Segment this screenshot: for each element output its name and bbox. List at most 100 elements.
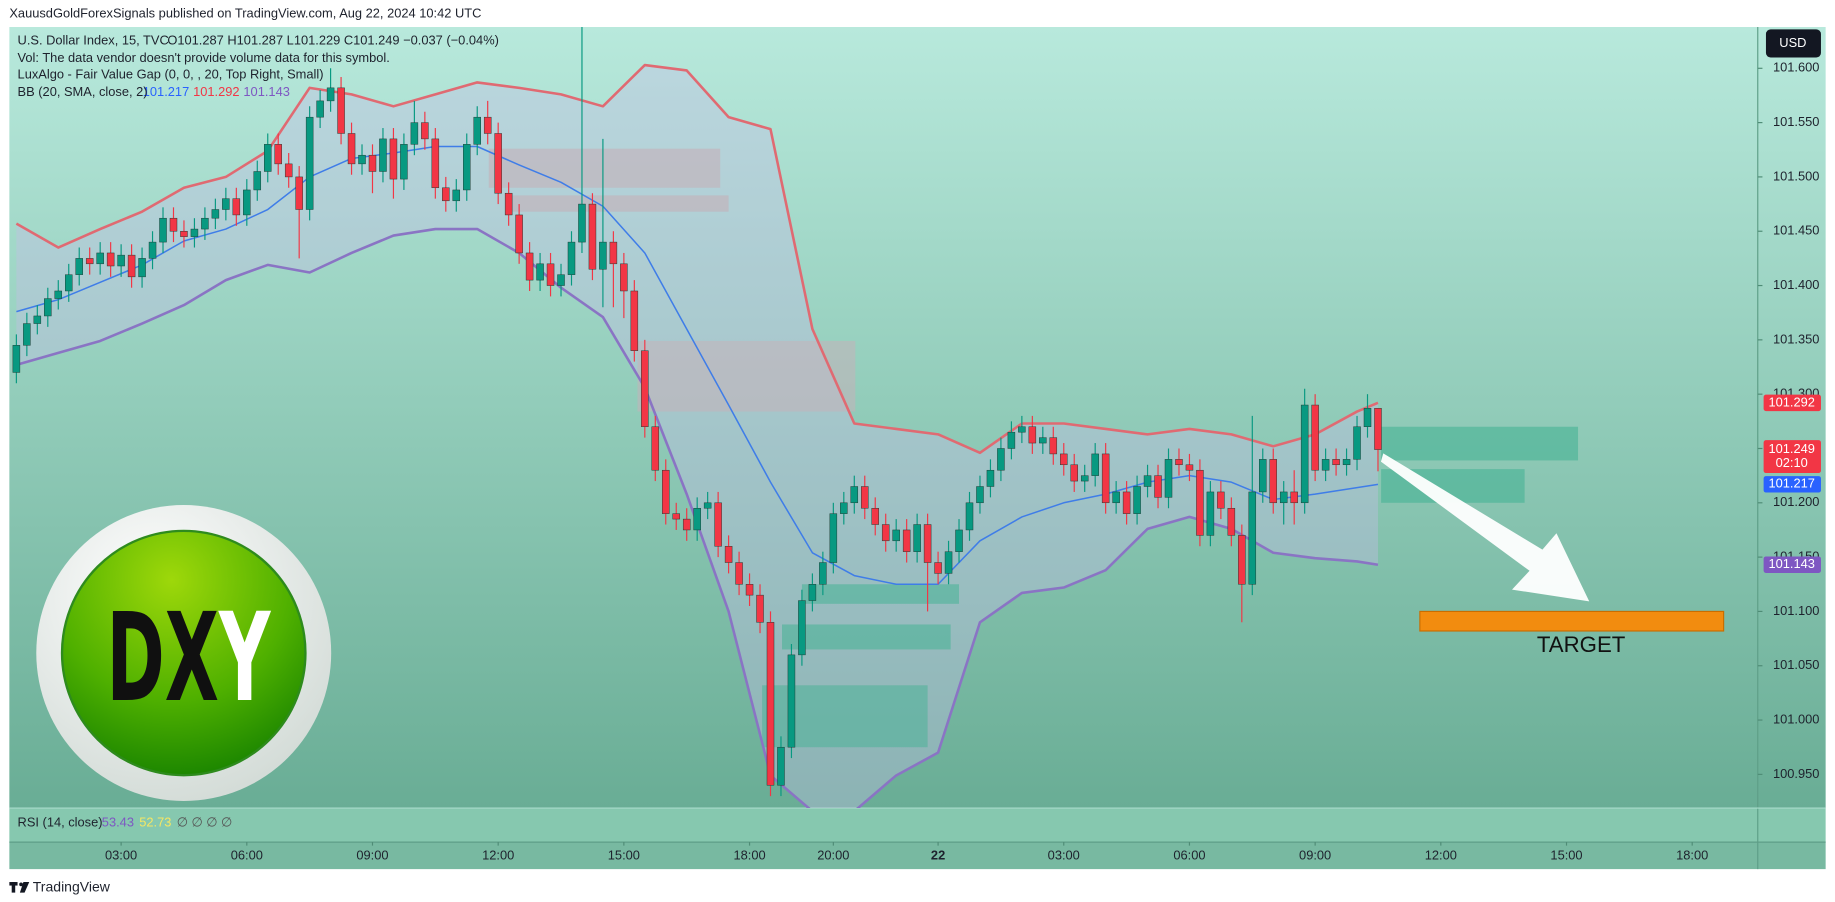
logo-slash bbox=[19, 882, 30, 893]
candle-body bbox=[819, 562, 827, 585]
candle-body bbox=[1321, 459, 1330, 471]
candle-body bbox=[1259, 459, 1267, 493]
x-tick-label: 09:00 bbox=[356, 848, 388, 863]
candle-body bbox=[473, 116, 481, 145]
candle-body bbox=[955, 529, 963, 552]
logo-text-dark: DX bbox=[106, 587, 218, 729]
candle-body bbox=[923, 524, 932, 563]
over-layer: 101.600 101.550 101.500 101.450 101.400 101.3… bbox=[102, 60, 1821, 863]
candle-body bbox=[295, 176, 303, 210]
candle-body bbox=[347, 133, 356, 165]
candle-body bbox=[609, 241, 618, 265]
y-tick-label: 101.450 bbox=[1773, 223, 1819, 238]
candle-body bbox=[190, 228, 199, 237]
candle-body bbox=[138, 258, 146, 278]
x-tick-label: 12:00 bbox=[1425, 848, 1457, 863]
candle-body bbox=[463, 144, 471, 191]
candle-body bbox=[222, 198, 230, 210]
price-badge bbox=[1763, 394, 1821, 412]
candle-body bbox=[337, 87, 345, 134]
candle-body bbox=[1101, 453, 1110, 504]
candle-body bbox=[902, 529, 911, 552]
candle-body bbox=[1039, 437, 1047, 444]
candle-body bbox=[745, 584, 754, 596]
candle-body bbox=[201, 217, 209, 230]
fvg-box bbox=[637, 340, 856, 412]
candle-body bbox=[1028, 426, 1037, 444]
candle-body bbox=[892, 529, 900, 542]
candle-body bbox=[944, 551, 953, 574]
candle-body bbox=[588, 203, 597, 270]
candle-body bbox=[368, 154, 377, 172]
y-tick-label: 101.550 bbox=[1773, 114, 1819, 129]
candle-body bbox=[284, 163, 293, 178]
candle-body bbox=[44, 298, 52, 317]
y-tick-label: 101.600 bbox=[1773, 60, 1819, 75]
y-tick-label: 101.000 bbox=[1773, 711, 1819, 726]
x-tick-label: 09:00 bbox=[1299, 848, 1331, 863]
candle-body bbox=[75, 258, 83, 275]
y-tick-label: 101.400 bbox=[1773, 277, 1819, 292]
x-tick-label: 15:00 bbox=[608, 848, 640, 863]
candle-body bbox=[829, 513, 838, 563]
candle-body bbox=[599, 241, 607, 270]
currency-button[interactable] bbox=[1765, 29, 1821, 58]
candle-body bbox=[431, 138, 440, 189]
tradingview-logo bbox=[9, 882, 30, 893]
candle-body bbox=[976, 486, 984, 504]
candle-body bbox=[1070, 464, 1078, 482]
y-tick-label: 100.950 bbox=[1773, 766, 1819, 781]
candle-body bbox=[1185, 464, 1194, 471]
candle-body bbox=[1154, 475, 1162, 498]
candle-body bbox=[1290, 491, 1298, 504]
candle-body bbox=[326, 87, 335, 102]
legend-symbol: U.S. Dollar Index, 15, TVC bbox=[18, 32, 169, 47]
candle-body bbox=[682, 518, 691, 531]
x-tick-label: 03:00 bbox=[1048, 848, 1080, 863]
candle-body bbox=[504, 192, 513, 216]
price-badge bbox=[1763, 440, 1821, 474]
candle-body bbox=[1227, 507, 1236, 536]
candle-body bbox=[871, 507, 879, 525]
target-box bbox=[1419, 610, 1725, 632]
band-line bbox=[15, 63, 1379, 455]
x-tick-label: 18:00 bbox=[1676, 848, 1708, 863]
legend-volume: Vol: The data vendor doesn't provide vol… bbox=[18, 50, 390, 65]
fvg-box bbox=[488, 148, 721, 188]
candle-body bbox=[965, 502, 974, 531]
price-badge-label: 101.217 bbox=[1768, 476, 1814, 491]
y-tick-label: 101.350 bbox=[1773, 331, 1819, 346]
candle-body bbox=[1374, 408, 1382, 450]
band-fill bbox=[16, 65, 1378, 809]
candle-body bbox=[641, 350, 649, 427]
fvg-box bbox=[1381, 426, 1579, 461]
x-tick-label: 06:00 bbox=[231, 848, 263, 863]
x-tick-label: 03:00 bbox=[105, 848, 137, 863]
candle-body bbox=[1269, 459, 1277, 504]
candle-body bbox=[881, 524, 890, 542]
candle-body bbox=[808, 584, 817, 601]
candle-body bbox=[33, 315, 42, 324]
candle-body bbox=[389, 138, 398, 180]
candle-body bbox=[180, 230, 188, 237]
candle-body bbox=[410, 122, 419, 145]
logo-stem bbox=[11, 882, 16, 893]
candle-body bbox=[23, 323, 31, 346]
rsi-pane bbox=[9, 808, 1826, 843]
x-tick-label: 06:00 bbox=[1173, 848, 1205, 863]
legend-ohlc: O101.287 H101.287 L101.229 C101.249 −0.0… bbox=[167, 32, 499, 47]
candle-body bbox=[630, 290, 639, 351]
candle-body bbox=[1248, 491, 1257, 585]
candle-body bbox=[1238, 535, 1246, 585]
candle-body bbox=[693, 507, 701, 531]
x-tick-label: 20:00 bbox=[817, 848, 849, 863]
candle-body bbox=[1206, 491, 1215, 536]
candle-body bbox=[1279, 491, 1288, 504]
fvg-box bbox=[509, 195, 729, 212]
currency-label[interactable]: USD bbox=[1779, 35, 1806, 50]
candle-body bbox=[515, 214, 523, 254]
candle-body bbox=[1060, 453, 1068, 466]
candle-body bbox=[766, 622, 775, 786]
candle-body bbox=[1363, 408, 1372, 427]
candle-body bbox=[714, 502, 722, 547]
